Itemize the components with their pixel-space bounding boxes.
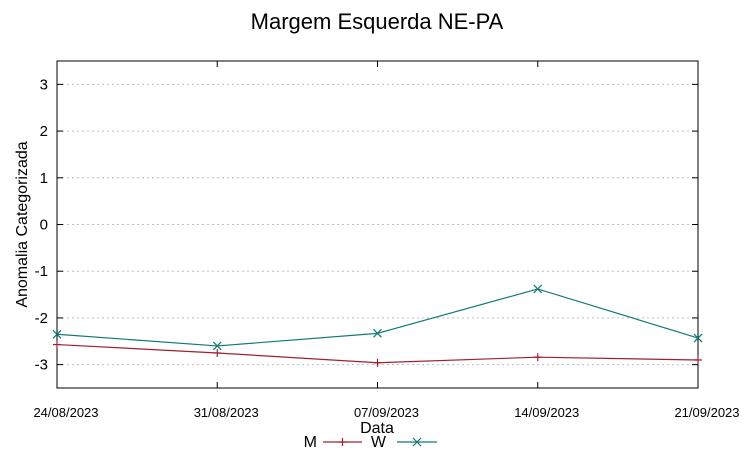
y-tick-label: -1 (35, 263, 48, 280)
data-point-W (533, 284, 543, 294)
y-axis: 3 2 1 0 -1 -2 -3 (35, 76, 698, 374)
data-point-M (53, 340, 61, 349)
y-tick-label: 2 (40, 123, 48, 140)
y-axis-label: Anomalia Categorizada (14, 141, 31, 307)
x-tick-label: 24/08/2023 (33, 405, 98, 420)
grid-lines (57, 83, 698, 366)
data-point-M (533, 353, 542, 362)
x-tick-label: 21/09/2023 (674, 405, 739, 420)
y-tick-label: 0 (40, 217, 48, 234)
data-point-M (373, 358, 382, 367)
y-tick-label: -3 (35, 357, 48, 374)
x-tick-label: 31/08/2023 (194, 405, 259, 420)
series-lines (52, 284, 703, 367)
data-point-W (52, 329, 62, 339)
data-point-W (373, 328, 382, 338)
legend-marker-W (412, 437, 422, 447)
legend-label-M: M (304, 434, 317, 451)
legend-marker-M (338, 438, 347, 446)
data-point-W (212, 341, 222, 351)
data-point-W (693, 333, 703, 343)
legend-label-W: W (371, 434, 387, 451)
x-axis-label: Data (360, 420, 394, 437)
y-tick-label: 1 (40, 170, 48, 187)
x-tick-label: 07/09/2023 (354, 405, 419, 420)
y-tick-label: 3 (40, 76, 48, 93)
data-point-M (694, 355, 702, 364)
data-point-M (213, 348, 222, 357)
chart-title: Margem Esquerda NE-PA (251, 9, 504, 34)
x-axis: 24/08/2023 31/08/2023 07/09/2023 14/09/2023… (33, 61, 740, 420)
x-tick-label: 14/09/2023 (514, 405, 579, 420)
y-tick-label: -2 (35, 310, 48, 327)
